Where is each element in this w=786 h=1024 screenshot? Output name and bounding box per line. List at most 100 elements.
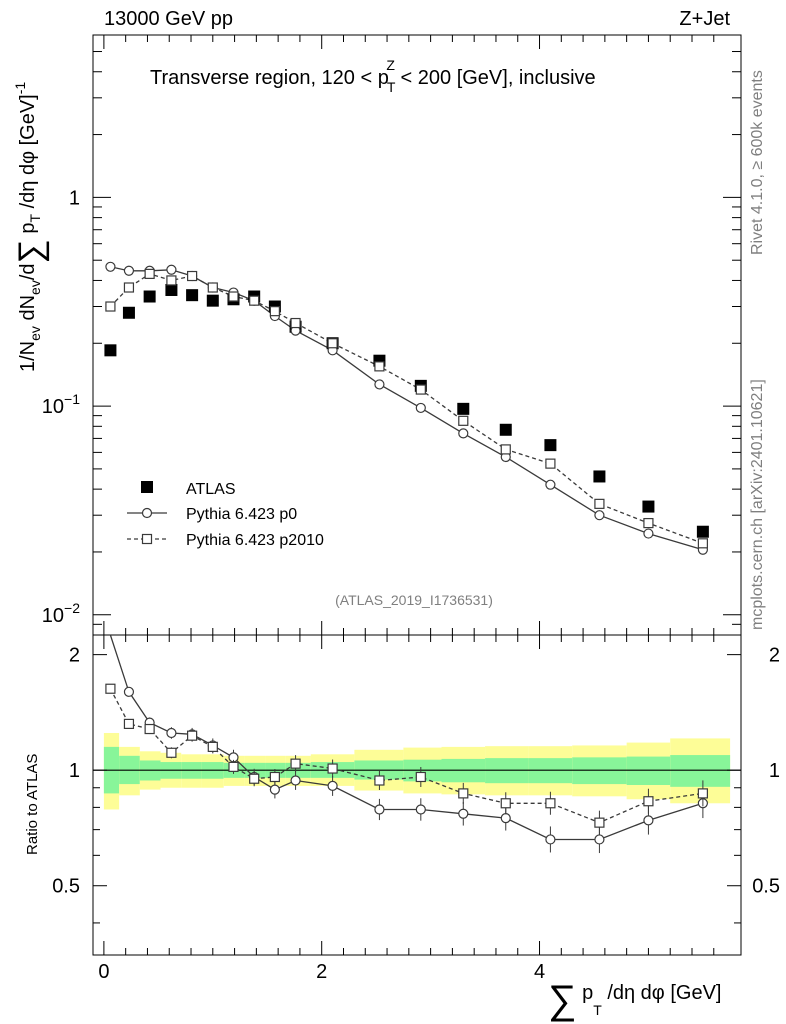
p2010-ratio-point bbox=[458, 788, 469, 799]
p0-ratio-point bbox=[415, 804, 426, 815]
p2010-point bbox=[290, 317, 301, 329]
ratio-tick-label-right: 2 bbox=[769, 645, 780, 667]
inner-band-segment bbox=[626, 756, 671, 785]
atlas-point bbox=[104, 344, 117, 357]
p2010-point bbox=[166, 275, 177, 286]
p0-point bbox=[643, 528, 654, 539]
p2010-point bbox=[249, 295, 260, 306]
data-markers bbox=[104, 261, 709, 854]
p2010-point bbox=[545, 458, 556, 469]
p2010-point bbox=[415, 384, 426, 395]
p0-ratio-point bbox=[458, 808, 469, 819]
ratio-tick-label: 1 bbox=[69, 760, 80, 782]
p0-ratio-point bbox=[545, 834, 556, 845]
p2010-point bbox=[374, 361, 385, 372]
p0-point bbox=[415, 402, 426, 414]
header-energy: 13000 GeV pp bbox=[104, 8, 233, 30]
p0-point bbox=[374, 379, 385, 390]
title-sub: T bbox=[387, 79, 396, 95]
inner-band-segment bbox=[670, 755, 731, 787]
p0-ratio-point bbox=[374, 804, 385, 815]
p0-ratio-point bbox=[269, 784, 280, 795]
atlas-point bbox=[642, 500, 655, 513]
p2010-ratio-point bbox=[594, 817, 605, 828]
ratio-tick-label: 2 bbox=[69, 645, 80, 667]
atlas-point bbox=[206, 294, 219, 307]
atlas-point bbox=[593, 470, 606, 483]
p2010-ratio-point bbox=[545, 798, 556, 809]
ratio-tick-label: 0.5 bbox=[52, 876, 80, 898]
p0-ratio-point bbox=[166, 727, 177, 739]
uncertainty-bands bbox=[103, 732, 731, 810]
p2010-point bbox=[207, 282, 218, 293]
p0-ratio-point bbox=[290, 775, 301, 786]
p2010-ratio-point bbox=[327, 763, 338, 774]
mcplots-label: mcplots.cern.ch [arXiv:2401.10621] bbox=[749, 379, 766, 630]
legend-p0-label: Pythia 6.423 p0 bbox=[186, 506, 297, 523]
p0-ratio-point bbox=[594, 834, 605, 845]
y-tick-label: 10−2 bbox=[42, 600, 80, 627]
x-tick-label: 2 bbox=[316, 961, 327, 983]
p2010-ratio-point bbox=[374, 775, 385, 786]
p0-point bbox=[458, 428, 469, 439]
p2010-point bbox=[187, 270, 198, 282]
p2010-point bbox=[228, 291, 239, 302]
p2010-ratio-point bbox=[228, 761, 239, 772]
p0-point bbox=[166, 264, 177, 275]
header-process: Z+Jet bbox=[679, 8, 730, 30]
analysis-watermark: (ATLAS_2019_I1736531) bbox=[335, 592, 493, 608]
p0-ratio-point bbox=[327, 780, 338, 792]
p2010-ratio-point bbox=[500, 798, 511, 809]
y-tick-label: 10−1 bbox=[42, 391, 80, 418]
x-axis-label: ∑ pT /dη dφ [GeV] bbox=[548, 978, 721, 1022]
atlas-point bbox=[165, 283, 178, 296]
p0-point bbox=[123, 265, 135, 276]
p2010-ratio-point bbox=[123, 718, 135, 730]
ratio-tick-label-right: 0.5 bbox=[752, 876, 780, 898]
legend-atlas-label: ATLAS bbox=[186, 481, 236, 498]
title-sup: Z bbox=[386, 57, 395, 73]
atlas-point bbox=[499, 423, 512, 436]
atlas-point bbox=[457, 402, 470, 415]
p2010-point bbox=[697, 538, 708, 549]
p2010-point bbox=[643, 517, 654, 529]
p2010-ratio-point bbox=[166, 747, 177, 758]
p2010-ratio-point bbox=[643, 796, 654, 807]
legend-p2010-label: Pythia 6.423 p2010 bbox=[186, 532, 324, 549]
p0-point bbox=[545, 479, 556, 490]
p2010-ratio-point bbox=[290, 758, 301, 769]
p2010-ratio-point bbox=[187, 730, 198, 741]
p2010-point bbox=[269, 306, 280, 317]
p2010-ratio-point bbox=[697, 788, 708, 799]
ratio-y-axis-label: Ratio to ATLAS bbox=[24, 754, 41, 855]
rivet-label: Rivet 4.1.0, ≥ 600k events bbox=[749, 70, 766, 255]
atlas-point bbox=[544, 439, 557, 452]
y-tick-label: 1 bbox=[69, 187, 80, 209]
p0-point bbox=[105, 261, 116, 272]
p0-ratio-line bbox=[109, 634, 704, 841]
p2010-point bbox=[327, 338, 338, 349]
atlas-point bbox=[143, 290, 156, 303]
x-tick-label: 4 bbox=[534, 961, 545, 983]
legend-p0-marker bbox=[141, 507, 153, 519]
atlas-point bbox=[122, 306, 135, 319]
plot-title: Transverse region, 120 < pTZ < 200 [GeV]… bbox=[150, 57, 596, 95]
p0-point bbox=[594, 510, 605, 521]
p2010-point bbox=[594, 498, 605, 509]
ratio-tick-label-right: 1 bbox=[769, 760, 780, 782]
p2010-ratio-point bbox=[144, 723, 155, 735]
p0-ratio-point bbox=[500, 813, 511, 824]
p0-ratio-point bbox=[643, 815, 654, 826]
p2010-ratio-point bbox=[415, 771, 426, 783]
p2010-ratio-point bbox=[105, 683, 116, 694]
p2010-point bbox=[500, 444, 511, 455]
p2010-ratio-point bbox=[207, 741, 218, 752]
legend-p2010-marker bbox=[141, 533, 153, 545]
p2010-ratio-point bbox=[269, 771, 280, 783]
atlas-point bbox=[696, 525, 709, 538]
p2010-main-line bbox=[109, 273, 704, 544]
p2010-point bbox=[123, 282, 135, 293]
p0-ratio-point bbox=[123, 686, 135, 697]
legend-atlas-marker bbox=[141, 481, 153, 493]
